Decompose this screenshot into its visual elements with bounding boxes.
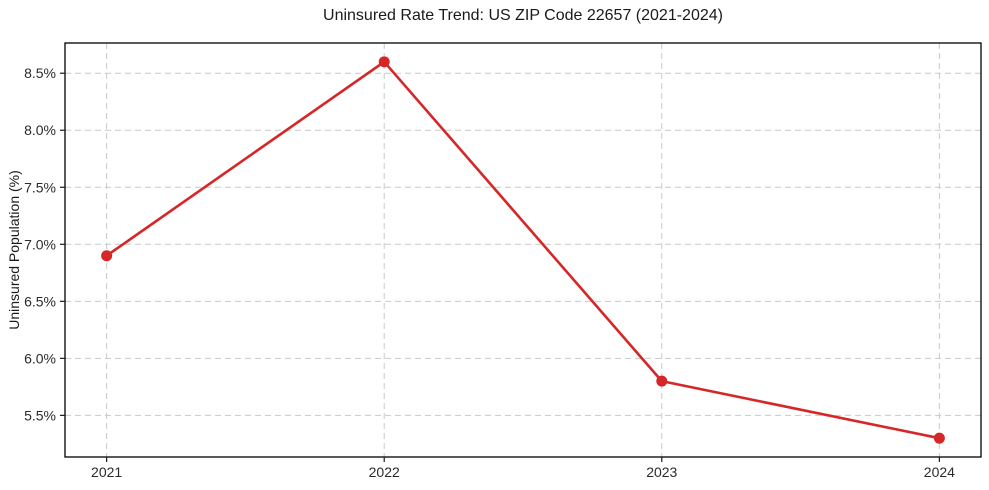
data-point	[101, 250, 113, 262]
x-tick-label: 2024	[924, 464, 955, 480]
y-tick-label: 8.0%	[24, 122, 56, 138]
y-tick-label: 6.5%	[24, 293, 56, 309]
chart-title: Uninsured Rate Trend: US ZIP Code 22657 …	[323, 7, 723, 24]
y-tick-label: 8.5%	[24, 65, 56, 81]
plot-border	[64, 42, 982, 458]
y-tick-label: 7.5%	[24, 179, 56, 195]
y-tick-label: 5.5%	[24, 407, 56, 423]
x-tick-label: 2021	[91, 464, 122, 480]
x-tick-label: 2022	[369, 464, 400, 480]
data-point	[933, 432, 945, 444]
data-point	[656, 375, 668, 387]
y-tick-label: 6.0%	[24, 350, 56, 366]
data-point	[378, 56, 390, 68]
y-tick-label: 7.0%	[24, 236, 56, 252]
trend-line	[105, 60, 941, 440]
x-tick-label: 2023	[646, 464, 677, 480]
